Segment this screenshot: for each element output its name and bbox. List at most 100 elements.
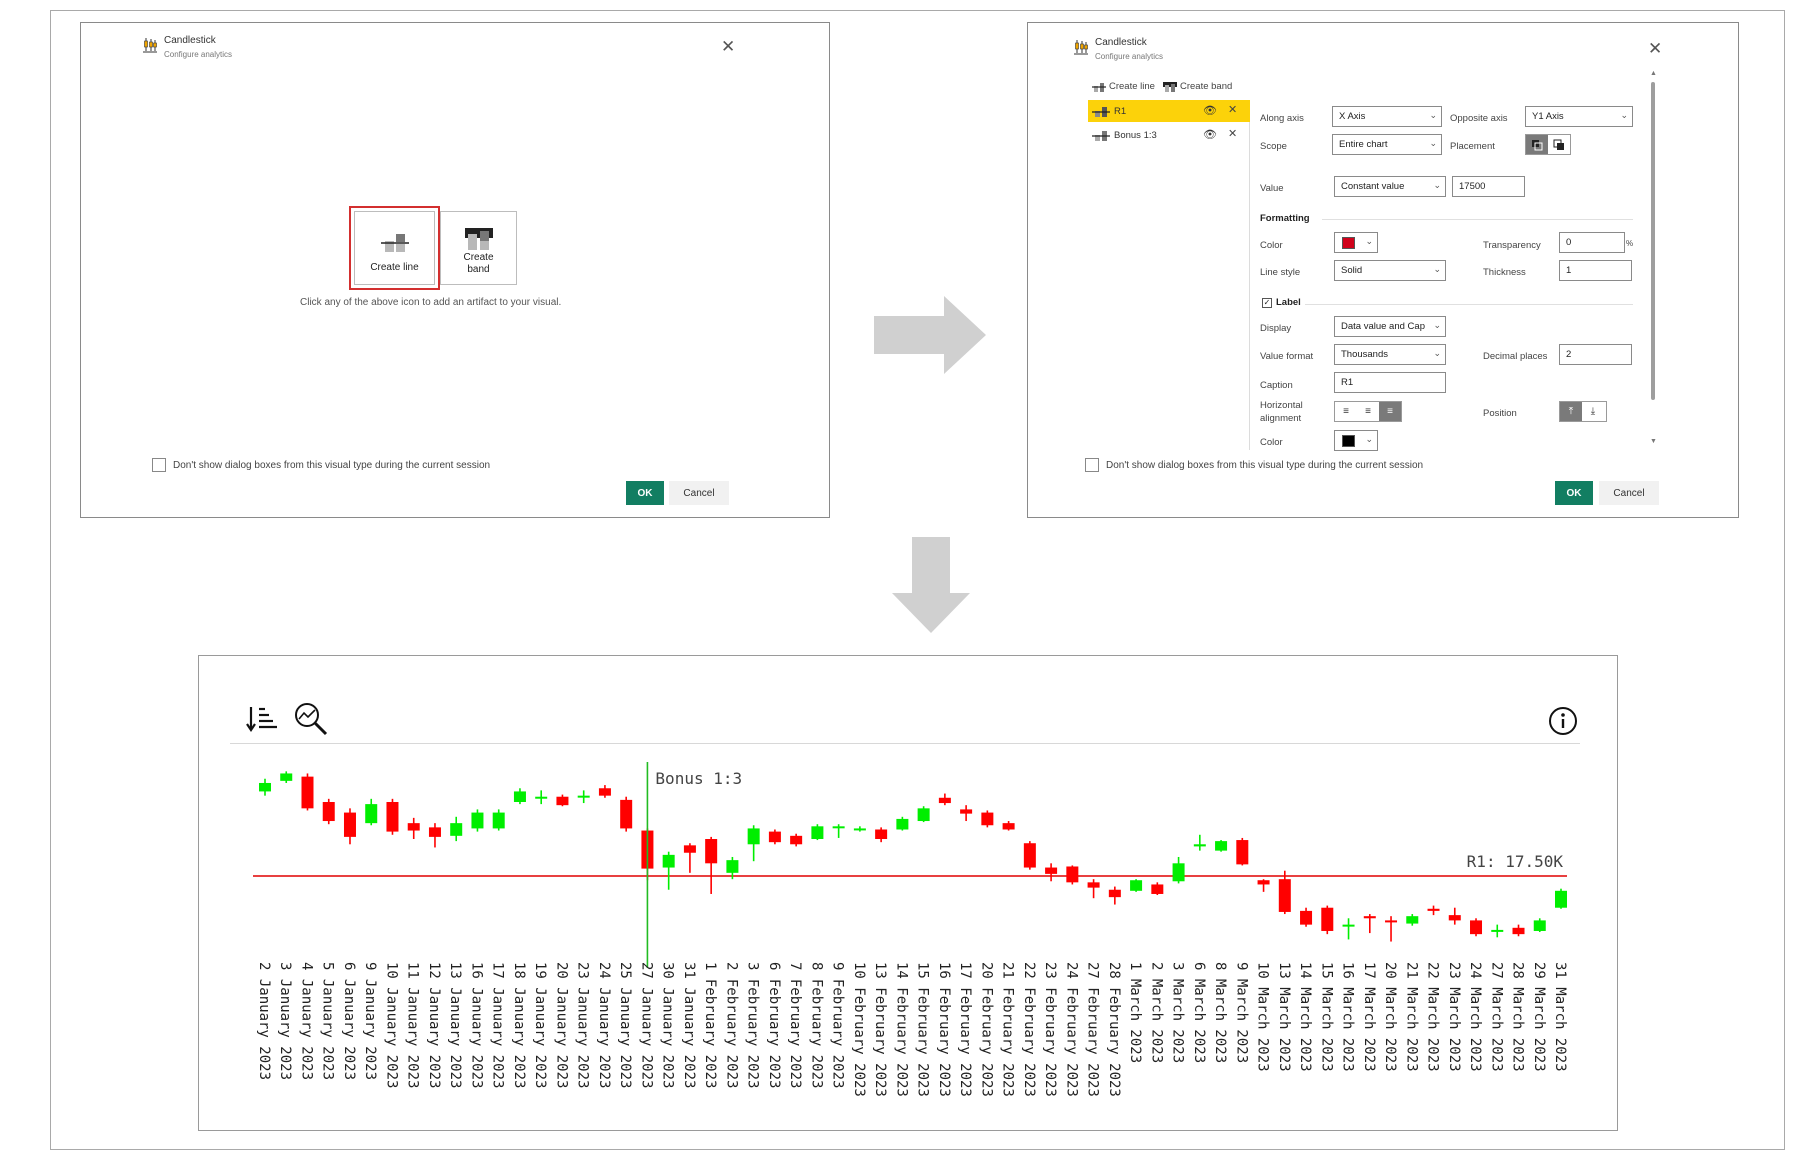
- x-tick-label: 21 February 2023: [1000, 962, 1016, 1097]
- delete-icon[interactable]: ✕: [1228, 104, 1238, 116]
- eye-icon[interactable]: 👁: [1203, 129, 1217, 141]
- eye-icon[interactable]: 👁: [1203, 105, 1217, 117]
- candle-body: [1363, 916, 1376, 919]
- value-format-label: Value format: [1260, 351, 1314, 362]
- x-tick-label: 6 February 2023: [766, 962, 782, 1088]
- x-tick-label: 22 February 2023: [1021, 962, 1037, 1097]
- candle-body: [1002, 823, 1015, 830]
- line-style-select[interactable]: Solid ⌄: [1334, 260, 1446, 281]
- candle-body: [407, 823, 420, 831]
- x-tick-label: 9 January 2023: [362, 962, 378, 1080]
- candle-body: [1385, 920, 1398, 923]
- align-center-icon[interactable]: ≡: [1365, 406, 1371, 417]
- label-checkbox[interactable]: ✓: [1262, 297, 1272, 308]
- transparency-input[interactable]: 0: [1559, 232, 1625, 253]
- x-tick-label: 25 January 2023: [617, 962, 633, 1088]
- scroll-down-icon[interactable]: ▼: [1650, 438, 1657, 445]
- ok-button[interactable]: OK: [626, 481, 664, 505]
- scope-select[interactable]: Entire chart ⌄: [1332, 134, 1442, 155]
- scroll-up-icon[interactable]: ▲: [1650, 70, 1657, 77]
- candle-body: [1023, 843, 1036, 868]
- cancel-button[interactable]: Cancel: [669, 481, 729, 505]
- thickness-input[interactable]: 1: [1559, 260, 1632, 281]
- value-type-select[interactable]: Constant value ⌄: [1334, 176, 1446, 197]
- candle-body: [301, 776, 314, 809]
- label-header: ✓ Label: [1262, 297, 1301, 308]
- create-band-tile[interactable]: Create band: [440, 211, 517, 285]
- candle-body: [535, 796, 548, 799]
- candle-body: [1533, 920, 1546, 931]
- list-item-r1[interactable]: R1 👁 ✕: [1088, 100, 1250, 122]
- candle-body: [917, 808, 930, 822]
- decimal-places-input[interactable]: 2: [1559, 344, 1632, 365]
- dont-show-checkbox[interactable]: [152, 458, 166, 472]
- scope-value: Entire chart: [1339, 139, 1388, 150]
- line-artifact-icon: [1092, 131, 1110, 141]
- placement-back-button[interactable]: [1526, 135, 1548, 154]
- candle-body: [1491, 929, 1504, 932]
- create-band-icon: [465, 228, 493, 250]
- x-tick-label: 2 February 2023: [723, 962, 739, 1088]
- create-band-icon: [1163, 81, 1177, 92]
- color-label: Color: [1260, 240, 1283, 251]
- x-tick-label: 28 February 2023: [1106, 962, 1122, 1097]
- align-left-icon[interactable]: ≡: [1343, 406, 1349, 417]
- opposite-axis-label: Opposite axis: [1450, 113, 1508, 124]
- info-icon[interactable]: [1548, 706, 1578, 736]
- candle-body: [1321, 907, 1334, 931]
- align-right-icon[interactable]: ≡: [1379, 402, 1401, 421]
- scrollbar[interactable]: ▲ ▼: [1650, 70, 1657, 448]
- value-format-select[interactable]: Thousands ⌄: [1334, 344, 1446, 365]
- caption-input[interactable]: R1: [1334, 372, 1446, 393]
- candle-body: [853, 828, 866, 831]
- line-color-picker[interactable]: ⌄: [1334, 232, 1378, 253]
- toolbar-create-band[interactable]: Create band: [1163, 81, 1232, 92]
- arrow-right-icon: [874, 296, 986, 374]
- chevron-down-icon: ⌄: [1429, 138, 1437, 148]
- halign-label-1: Horizontal: [1260, 400, 1303, 411]
- display-select[interactable]: Data value and Cap ⌄: [1334, 316, 1446, 337]
- candle-body: [938, 797, 951, 804]
- delete-icon[interactable]: ✕: [1228, 128, 1238, 140]
- formatting-header: Formatting: [1260, 213, 1310, 224]
- candle-body: [365, 804, 378, 824]
- toolbar-create-line[interactable]: Create line: [1092, 81, 1155, 92]
- candle-body: [981, 812, 994, 826]
- x-tick-label: 3 March 2023: [1170, 962, 1186, 1063]
- x-tick-label: 2 January 2023: [256, 962, 272, 1080]
- opposite-axis-select[interactable]: Y1 Axis ⌄: [1525, 106, 1633, 127]
- create-band-label-2: band: [467, 264, 490, 275]
- scroll-thumb[interactable]: [1651, 82, 1655, 400]
- placement-front-button[interactable]: [1548, 135, 1570, 154]
- position-above-icon[interactable]: ⤒: [1560, 402, 1582, 421]
- candle-body: [1278, 879, 1291, 912]
- close-icon[interactable]: ✕: [721, 37, 736, 56]
- label-color-label: Color: [1260, 437, 1283, 448]
- sort-icon[interactable]: [246, 705, 278, 733]
- along-axis-select[interactable]: X Axis ⌄: [1332, 106, 1442, 127]
- x-tick-label: 15 March 2023: [1318, 962, 1334, 1072]
- cancel-button[interactable]: Cancel: [1599, 481, 1659, 505]
- zoom-icon[interactable]: [293, 702, 329, 736]
- position-below-icon[interactable]: ⤓: [1590, 406, 1596, 417]
- candle-body: [1470, 920, 1483, 935]
- candle-body: [1236, 840, 1249, 865]
- dont-show-checkbox[interactable]: [1085, 458, 1099, 472]
- value-input[interactable]: 17500: [1452, 176, 1525, 197]
- candle-body: [1045, 867, 1058, 874]
- x-tick-label: 13 January 2023: [447, 962, 463, 1088]
- ok-button[interactable]: OK: [1555, 481, 1593, 505]
- label-color-picker[interactable]: ⌄: [1334, 430, 1378, 451]
- artifact-list: R1 👁 ✕ Bonus 1:3 👁 ✕: [1088, 100, 1250, 450]
- close-icon[interactable]: ✕: [1648, 39, 1663, 58]
- candle-body: [1108, 889, 1121, 898]
- candle-body: [471, 812, 484, 829]
- create-line-tile[interactable]: Create line: [349, 206, 440, 290]
- candle-body: [1342, 924, 1355, 927]
- dont-show-label: Don't show dialog boxes from this visual…: [1106, 459, 1424, 471]
- list-item-bonus[interactable]: Bonus 1:3 👁 ✕: [1088, 124, 1250, 146]
- x-tick-label: 1 March 2023: [1127, 962, 1143, 1063]
- candle-body: [832, 826, 845, 829]
- candle-body: [450, 823, 463, 836]
- create-line-icon: [1092, 82, 1106, 92]
